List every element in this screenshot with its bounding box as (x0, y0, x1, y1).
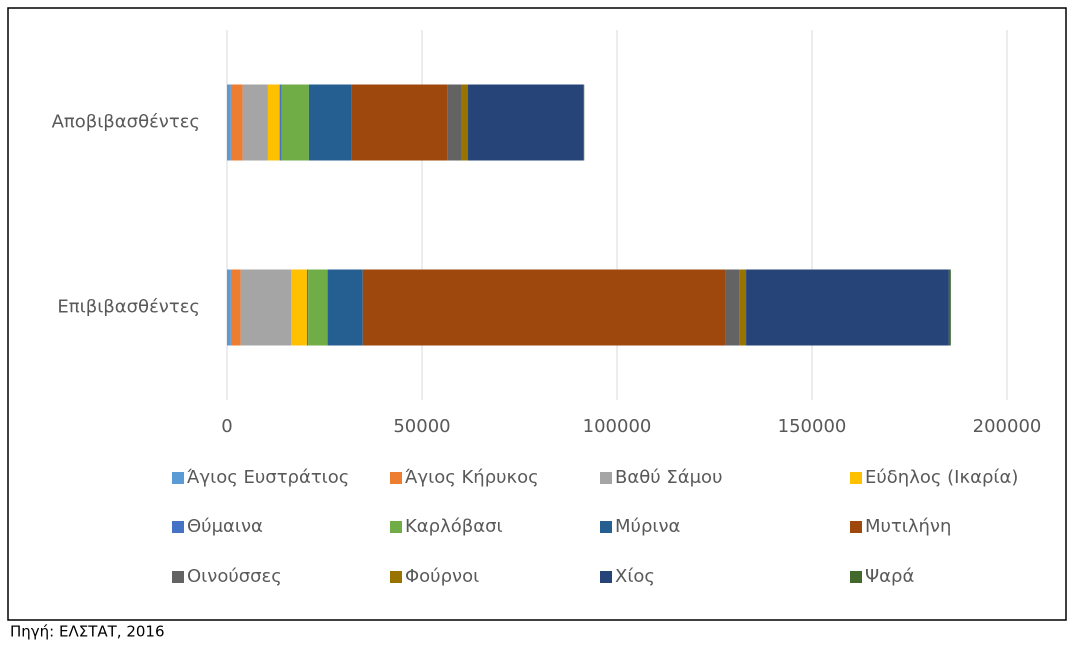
bar-segment (948, 269, 951, 346)
legend-swatch (850, 521, 862, 533)
legend-swatch (600, 521, 612, 533)
source-note: Πηγή: ΕΛΣΤΑΤ, 2016 (10, 623, 165, 641)
bar-segment (725, 269, 740, 346)
legend-label: Καρλόβασι (405, 516, 503, 537)
legend-swatch (390, 472, 402, 484)
legend-label: Οινούσσες (187, 566, 282, 587)
legend-label: Μύρινα (615, 516, 680, 537)
legend-label: Άγιος Ευστράτιος (187, 467, 349, 488)
y-tick-label: Επιβιβασθέντες (57, 297, 200, 318)
bar-segment (279, 84, 282, 161)
legend-swatch (600, 571, 612, 583)
bar-segment (242, 84, 268, 161)
legend-label: Μυτιλήνη (865, 516, 951, 537)
legend-label: Βαθύ Σάμου (615, 467, 722, 488)
y-tick-label: Αποβιβασθέντες (52, 112, 200, 133)
bar-segment (240, 269, 292, 346)
legend-label: Χίος (615, 566, 655, 587)
legend-label: Άγιος Κήρυκος (405, 467, 539, 488)
legend-label: Φούρνοι (405, 566, 479, 587)
bar-segment (308, 269, 328, 346)
x-tick-label: 100000 (583, 416, 652, 437)
legend-label: Εύδηλος (Ικαρία) (865, 467, 1018, 488)
bar-segment (351, 84, 448, 161)
bar-segment (227, 269, 231, 346)
bar-segment (308, 84, 352, 161)
bar-segment (461, 84, 469, 161)
bar-segment (230, 84, 243, 161)
bar-segment (291, 269, 307, 346)
legend-swatch (390, 521, 402, 533)
bar-segment (227, 84, 231, 161)
legend-swatch (172, 472, 184, 484)
bar-segment (327, 269, 363, 346)
legend-swatch (390, 571, 402, 583)
legend-swatch (172, 571, 184, 583)
x-tick-label: 50000 (393, 416, 450, 437)
legend-swatch (600, 472, 612, 484)
legend-swatch (850, 571, 862, 583)
bar-segment (306, 269, 309, 346)
legend-swatch (850, 472, 862, 484)
x-tick-label: 200000 (973, 416, 1042, 437)
bar-segment (739, 269, 747, 346)
x-tick-label: 0 (221, 416, 232, 437)
legend-swatch (172, 521, 184, 533)
bar-segment (583, 84, 585, 161)
bar-segment (230, 269, 241, 346)
legend-label: Ψαρά (865, 566, 914, 587)
bar-segment (447, 84, 461, 161)
bar-segment (468, 84, 584, 161)
bar-segment (362, 269, 726, 346)
x-tick-label: 150000 (778, 416, 847, 437)
legend-label: Θύμαινα (187, 516, 263, 537)
bar-segment (746, 269, 949, 346)
bar-segment (267, 84, 280, 161)
bar-segment (281, 84, 309, 161)
